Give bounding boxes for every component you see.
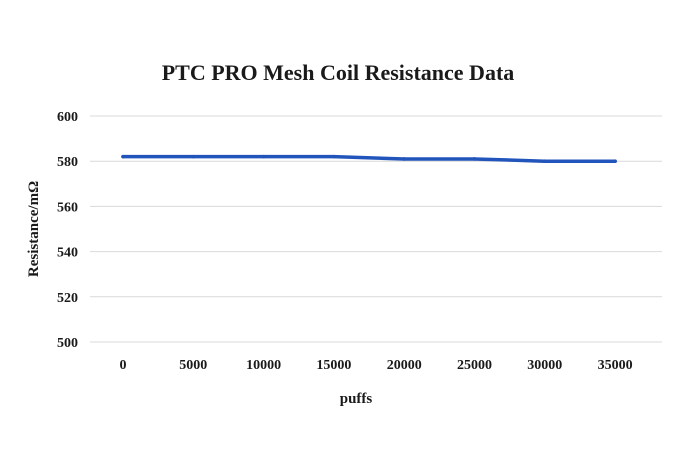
data-point (613, 159, 617, 163)
y-axis-label: Resistance/mΩ (26, 181, 42, 277)
data-point (121, 154, 125, 159)
y-tick-label: 520 (57, 291, 78, 306)
x-axis-label: puffs (340, 391, 373, 407)
data-point (472, 157, 477, 161)
gridlines (90, 115, 662, 343)
x-tick-label: 5000 (179, 358, 207, 373)
x-tick-label: 30000 (527, 358, 562, 373)
y-tick-label: 500 (57, 336, 78, 351)
data-point (402, 157, 407, 161)
series-line (121, 154, 617, 163)
x-tick-label: 35000 (598, 358, 633, 373)
y-tick-label: 580 (57, 155, 78, 170)
data-point (543, 159, 547, 163)
y-tick-label: 540 (57, 246, 78, 261)
series-group (121, 154, 617, 163)
x-tick-label: 20000 (387, 358, 422, 373)
x-tick-labels: 0 5000 10000 15000 20000 25000 30000 35000 (120, 358, 633, 373)
chart-title: PTC PRO Mesh Coil Resistance Data (162, 60, 515, 85)
x-tick-label: 0 (120, 358, 127, 373)
y-tick-labels: 500 520 540 560 580 600 (57, 110, 78, 351)
x-tick-label: 10000 (246, 358, 281, 373)
data-point (332, 154, 336, 159)
x-tick-label: 25000 (457, 358, 492, 373)
y-tick-label: 560 (57, 200, 78, 215)
data-point (191, 154, 196, 159)
y-tick-label: 600 (57, 110, 78, 125)
x-tick-label: 15000 (316, 358, 351, 373)
data-point (261, 154, 266, 159)
